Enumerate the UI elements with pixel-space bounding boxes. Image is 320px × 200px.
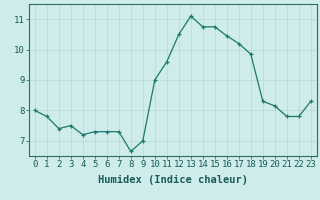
X-axis label: Humidex (Indice chaleur): Humidex (Indice chaleur) — [98, 175, 248, 185]
